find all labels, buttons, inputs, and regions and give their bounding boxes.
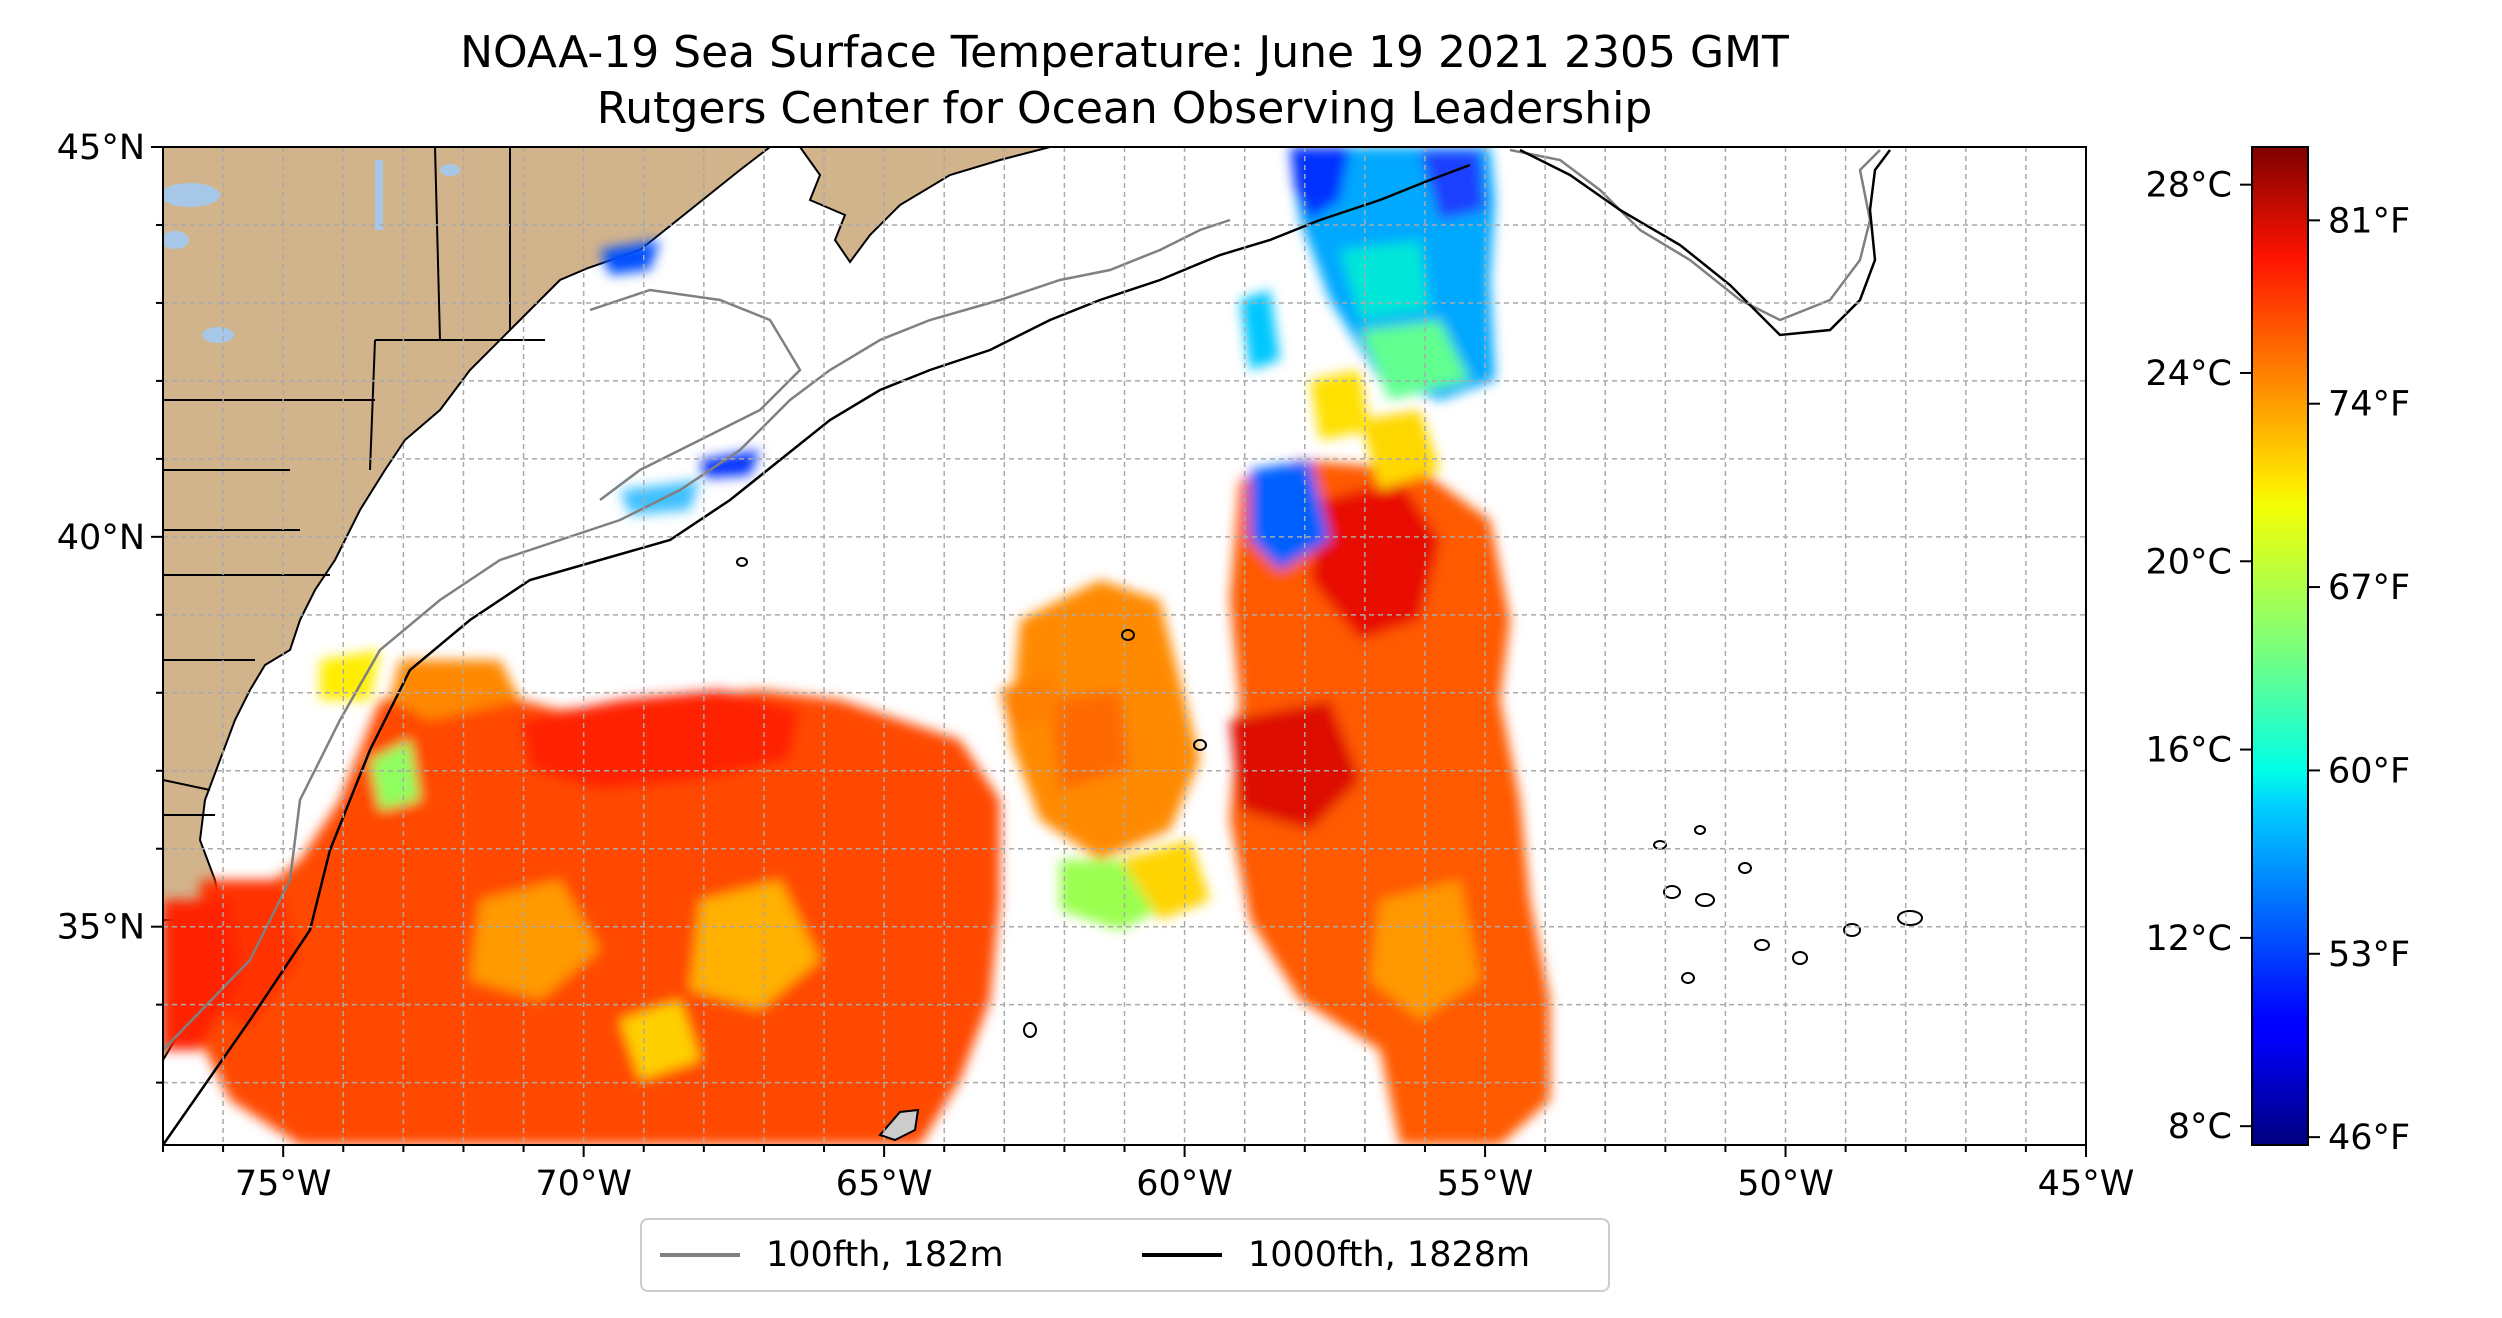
sst-patches [163, 147, 1550, 1145]
contour-100fth-gulf [589, 288, 802, 501]
lon-tick-label: 65°W [836, 1164, 933, 1204]
lakes [163, 160, 460, 343]
colorbar-celsius-label: 20°C [2146, 542, 2232, 582]
colorbar-celsius-label: 24°C [2146, 354, 2232, 394]
tick-marks [151, 146, 2087, 1157]
lon-tick-labels: 75°W 70°W 65°W 60°W 55°W 50°W 45°W [235, 1164, 2134, 1204]
lon-tick-label: 45°W [2038, 1164, 2135, 1204]
colorbar-celsius-labels: 8°C 12°C 16°C 20°C 24°C 28°C [2146, 166, 2232, 1148]
lat-tick-label: 40°N [57, 518, 145, 558]
lon-tick-label: 55°W [1437, 1164, 1534, 1204]
colorbar-celsius-label: 12°C [2146, 919, 2232, 959]
map-subtitle: Rutgers Center for Ocean Observing Leade… [596, 83, 1653, 134]
legend-label-1000fth: 1000fth, 1828m [1248, 1235, 1531, 1275]
lat-tick-labels: 35°N 40°N 45°N [57, 128, 145, 948]
colorbar-fahrenheit-label: 67°F [2328, 568, 2410, 608]
legend-swatch-100fth [660, 1253, 740, 1257]
legend-label-100fth: 100fth, 182m [766, 1235, 1004, 1275]
colorbar-celsius-label: 28°C [2146, 166, 2232, 206]
lon-tick-label: 70°W [535, 1164, 632, 1204]
legend-item-1000fth: 1000fth, 1828m [1142, 1220, 1530, 1290]
seamounts [736, 557, 1923, 1038]
legend-item-100fth: 100fth, 182m [660, 1220, 1004, 1290]
legend-swatch-1000fth [1142, 1253, 1222, 1257]
lon-tick-label: 75°W [235, 1164, 332, 1204]
colorbar-fahrenheit-labels: 46°F 53°F 60°F 67°F 74°F 81°F [2328, 201, 2410, 1158]
map-title: NOAA-19 Sea Surface Temperature: June 19… [460, 27, 1789, 78]
colorbar-fahrenheit-label: 53°F [2328, 935, 2410, 975]
contour-1000fth [163, 163, 1471, 1145]
colorbar-celsius-label: 8°C [2168, 1107, 2232, 1147]
lat-tick-label: 35°N [57, 908, 145, 948]
contour-1000fth-east [1519, 148, 1891, 337]
lat-tick-label: 45°N [57, 128, 145, 168]
lon-tick-label: 60°W [1136, 1164, 1233, 1204]
colorbar-ticks [2240, 183, 2320, 1139]
colorbar [2251, 146, 2309, 1146]
colorbar-fahrenheit-label: 81°F [2328, 201, 2410, 241]
bermuda-contour [878, 1108, 920, 1142]
colorbar-celsius-label: 16°C [2146, 731, 2232, 771]
colorbar-fahrenheit-label: 74°F [2328, 385, 2410, 425]
colorbar-fahrenheit-label: 60°F [2328, 751, 2410, 791]
contour-100fth-east [1509, 148, 1881, 322]
gridlines [162, 146, 2087, 1145]
legend: 100fth, 182m 1000fth, 1828m [640, 1218, 1610, 1292]
land-nova-scotia [798, 147, 1051, 264]
colorbar-fahrenheit-label: 46°F [2328, 1118, 2410, 1158]
contour-100fth [163, 218, 1231, 1051]
lon-tick-label: 50°W [1737, 1164, 1834, 1204]
